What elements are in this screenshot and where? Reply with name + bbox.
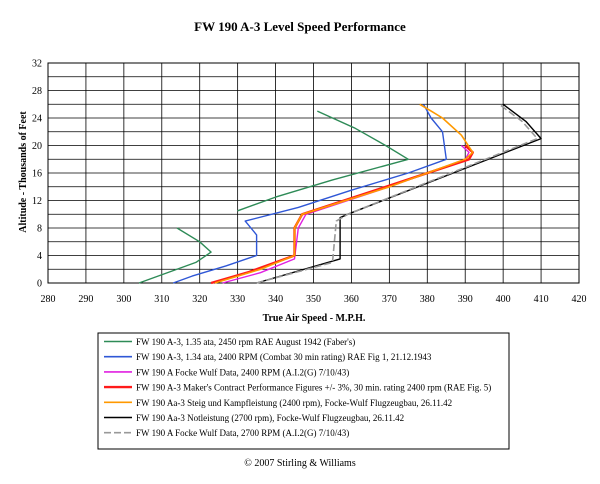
series-line-1 bbox=[138, 227, 212, 284]
x-axis-label: True Air Speed - M.P.H. bbox=[263, 313, 366, 324]
y-tick-label: 16 bbox=[32, 169, 42, 180]
legend-box bbox=[97, 332, 510, 450]
chart-title: FW 190 A-3 Level Speed Performance bbox=[194, 19, 406, 34]
series-line-5 bbox=[214, 103, 474, 284]
y-tick-label: 24 bbox=[32, 114, 42, 125]
y-tick-label: 8 bbox=[37, 224, 42, 235]
x-tick-label: 370 bbox=[382, 294, 397, 305]
copyright-note: © 2007 Stirling & Williams bbox=[244, 458, 356, 469]
x-tick-label: 350 bbox=[306, 294, 321, 305]
x-tick-label: 400 bbox=[496, 294, 511, 305]
legend-label-5: FW 190 Aa-3 Steig und Kampfleistung (240… bbox=[136, 398, 452, 408]
legend-label-6: FW 190 Aa-3 Notleistung (2700 rpm), Fock… bbox=[136, 413, 404, 423]
x-tick-label: 390 bbox=[458, 294, 473, 305]
x-tick-label: 360 bbox=[344, 294, 359, 305]
x-tick-label: 380 bbox=[420, 294, 435, 305]
grid bbox=[47, 62, 580, 284]
y-tick-label: 28 bbox=[32, 86, 42, 97]
y-tick-label: 32 bbox=[32, 59, 42, 70]
x-tick-label: 280 bbox=[41, 294, 56, 305]
x-tick-label: 290 bbox=[78, 294, 93, 305]
x-tick-label: 310 bbox=[154, 294, 169, 305]
series-line-1 bbox=[237, 110, 409, 212]
y-tick-label: 20 bbox=[32, 141, 42, 152]
x-tick-label: 320 bbox=[192, 294, 207, 305]
x-tick-label: 410 bbox=[534, 294, 549, 305]
series-line-7 bbox=[256, 103, 539, 284]
y-tick-label: 0 bbox=[37, 279, 42, 290]
series-lines bbox=[138, 103, 542, 285]
x-tick-label: 330 bbox=[230, 294, 245, 305]
legend-label-4: FW 190 A-3 Maker's Contract Performance … bbox=[136, 383, 491, 393]
series-line-2 bbox=[172, 103, 447, 284]
y-tick-label: 12 bbox=[32, 196, 42, 207]
x-tick-label: 340 bbox=[268, 294, 283, 305]
x-tick-label: 420 bbox=[572, 294, 587, 305]
x-tick-label: 300 bbox=[116, 294, 131, 305]
tick-labels: 280 290 300 310 320 330 340 350 360 370 380 390 400 4… bbox=[32, 59, 587, 306]
y-axis-label: Altitude - Thousands of Feet bbox=[18, 111, 29, 233]
y-tick-label: 4 bbox=[37, 251, 42, 262]
legend-label-2: FW 190 A-3, 1.34 ata, 2400 RPM (Combat 3… bbox=[136, 352, 432, 362]
legend-label-3: FW 190 A Focke Wulf Data, 2400 RPM (A.I.… bbox=[136, 367, 349, 377]
legend: FW 190 A-3, 1.35 ata, 2450 rpm RAE Augus… bbox=[97, 332, 510, 450]
legend-label-1: FW 190 A-3, 1.35 ata, 2450 rpm RAE Augus… bbox=[136, 337, 355, 347]
legend-label-7: FW 190 A Focke Wulf Data, 2700 RPM (A.I.… bbox=[136, 428, 349, 438]
